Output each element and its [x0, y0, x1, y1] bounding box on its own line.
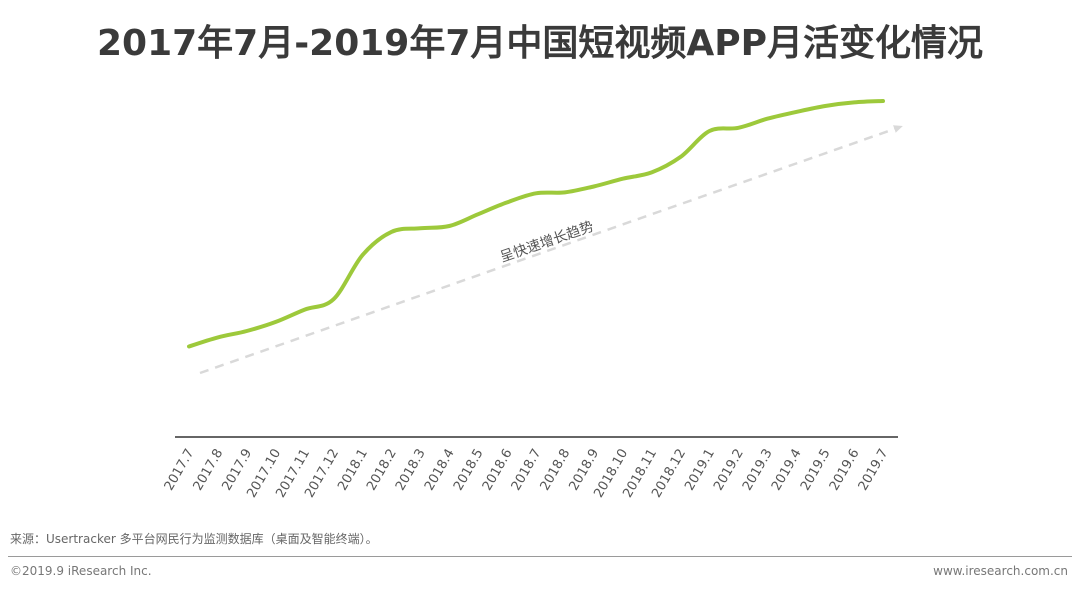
- series-line: [187, 99, 885, 349]
- copyright-text: ©2019.9 iResearch Inc.: [10, 564, 152, 578]
- trend-arrow: [199, 125, 903, 375]
- x-tick-labels: 2017.72017.82017.92017.102017.112017.122…: [162, 447, 892, 501]
- trend-annotation: 呈快速增长趋势: [498, 219, 596, 266]
- footer-divider: [8, 556, 1072, 557]
- line-chart: 呈快速增长趋势 2017.72017.82017.92017.102017.11…: [162, 99, 903, 501]
- source-note: 来源：Usertracker 多平台网民行为监测数据库（桌面及智能终端）。: [10, 532, 378, 546]
- chart-title: 2017年7月-2019年7月中国短视频APP月活变化情况: [96, 23, 984, 64]
- website-link[interactable]: www.iresearch.com.cn: [933, 564, 1068, 578]
